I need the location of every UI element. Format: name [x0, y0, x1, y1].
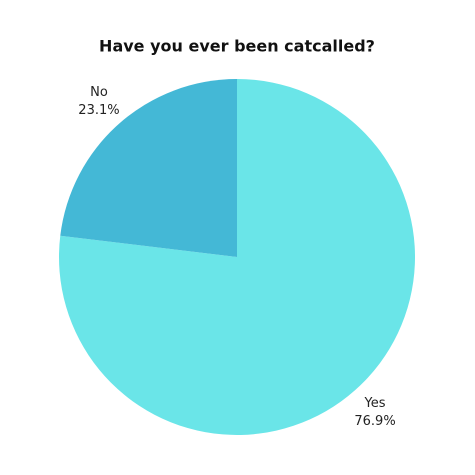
pie-slice: [60, 79, 238, 257]
chart-title: Have you ever been catcalled?: [99, 37, 375, 56]
slice-label: No: [90, 85, 108, 100]
slice-value-label: 23.1%: [78, 103, 119, 118]
slice-value-label: 76.9%: [354, 414, 395, 429]
slice-label: Yes: [364, 396, 386, 411]
pie-slice: [58, 79, 415, 436]
